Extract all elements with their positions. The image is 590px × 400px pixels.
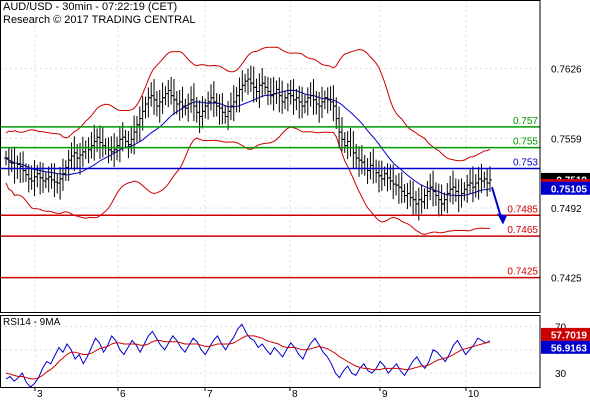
rsi-lines (5, 323, 491, 388)
chart-frames (0, 0, 541, 391)
rsi-line (5, 323, 491, 388)
rsi-tick-label: 30 (555, 369, 567, 380)
forecast-arrowhead (497, 213, 507, 225)
level-label: 0.757 (513, 116, 538, 127)
y-tick-label: 0.7492 (551, 204, 582, 215)
lower-band (5, 126, 490, 235)
price-tag-label: 0.75105 (551, 184, 588, 195)
x-tick-label: 3 (37, 389, 43, 400)
x-tick-label: 10 (468, 389, 480, 400)
rsi-tag-box (541, 340, 590, 354)
x-tick-label: 9 (382, 389, 388, 400)
level-label: 0.755 (513, 137, 538, 148)
rsi-title: RSI14 - 9MA (3, 317, 61, 328)
price-tag-box (541, 181, 590, 195)
moving-average (5, 89, 491, 197)
chart-title: AUD/USD - 30min - 07:22:19 (CET) (3, 1, 178, 13)
rsi-tag-box (541, 327, 590, 341)
x-tick-label: 8 (292, 389, 298, 400)
rsi-tag-label: 56.9163 (551, 343, 588, 354)
levels (0, 126, 540, 279)
y-tick-label: 0.7626 (551, 65, 582, 76)
level-label: 0.7485 (507, 204, 538, 215)
level-label: 0.7425 (507, 267, 538, 278)
x-tick-label: 6 (120, 389, 126, 400)
main-panel-frame (0, 0, 541, 313)
rsi-panel-frame (0, 315, 541, 388)
x-tick-label: 7 (207, 389, 213, 400)
rsi-grid (0, 326, 540, 374)
y-tick-label: 0.7425 (551, 274, 582, 285)
level-label: 0.753 (513, 157, 538, 168)
chart-credit: Research © 2017 TRADING CENTRAL (3, 14, 196, 26)
upper-band (5, 46, 491, 162)
rsi-ma-line (5, 335, 491, 380)
candles (4, 65, 492, 221)
level-label: 0.7465 (507, 225, 538, 236)
rsi-tag-label: 57.7019 (551, 330, 588, 341)
y-tick-label: 0.7559 (551, 134, 582, 145)
